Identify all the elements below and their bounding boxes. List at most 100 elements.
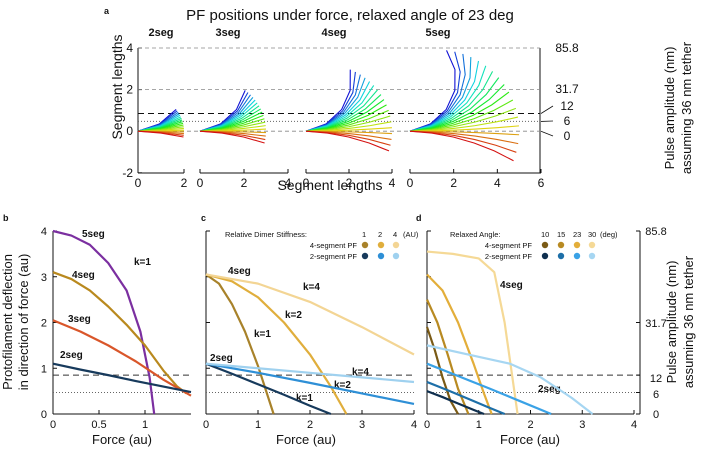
panel-d-right-tick-label: 6 — [653, 389, 659, 401]
c-legend-v1: 1 — [362, 230, 366, 239]
panel-d-right-tick-label: 85.8 — [645, 226, 666, 238]
panel-a-x-tick-label: 2 — [181, 176, 188, 190]
panel-d-x-tick-label: 0 — [424, 419, 430, 431]
d-legend-row-4seg: 4-segment PF — [485, 241, 533, 250]
panel-c-series-line — [205, 362, 415, 384]
panel-a-x-tick-label: 2 — [450, 176, 457, 190]
panel-d-series-line — [426, 273, 493, 415]
panel-b-ylabel-1: Protofilament deflection — [0, 254, 15, 390]
c-legend-unit: (AU) — [403, 230, 419, 239]
b-label-4seg: 4seg — [72, 270, 95, 281]
d-legend-dot-gold10 — [541, 241, 549, 249]
d-legend-dot-gold15 — [557, 241, 565, 249]
panel-d-right-label-1: Pulse amplitude (nm) — [664, 261, 679, 384]
panel-b-ylabel-2: in direction of force (au) — [16, 254, 31, 391]
c-legend-dot-gold1 — [361, 241, 369, 249]
panel-c-series-line — [205, 362, 332, 416]
panel-a-x-tick-label: 2 — [241, 176, 248, 190]
panel-d-series-line — [426, 380, 506, 416]
panel-d-series-line — [426, 250, 519, 415]
panel-a-right-tick-label: 31.7 — [555, 82, 579, 96]
panel-label-c: c — [201, 213, 206, 223]
panel-a-y-tick-label: -2 — [122, 166, 133, 180]
panel-a-x-tick-label: 6 — [538, 176, 545, 190]
panel-a-right-tick-label: 0 — [564, 129, 571, 143]
b-label-2seg: 2seg — [60, 350, 83, 361]
panel-d-x-tick-label: 1 — [476, 419, 482, 431]
b-label-5seg: 5seg — [82, 229, 105, 240]
panel-a-pf-line — [409, 130, 514, 162]
panel-a-pf-line — [409, 50, 456, 132]
panel-a-x-tick-label: 0 — [135, 176, 142, 190]
panel-d-right-label-2: assuming 36 nm tether — [681, 255, 696, 388]
d-legend-v4: 30 — [588, 230, 596, 239]
d-legend-v3: 23 — [573, 230, 581, 239]
panel-a-right-tick-label: 12 — [560, 99, 574, 113]
b-annotation-k1: k=1 — [134, 257, 151, 268]
d-legend-dot-gold23 — [573, 241, 581, 249]
panel-b-y-tick-label: 0 — [41, 409, 47, 421]
panel-a-right-tick-label: 85.8 — [555, 41, 579, 55]
panel-label-a: a — [104, 6, 110, 16]
panel-d-right-tick-label: 31.7 — [645, 318, 666, 330]
c-legend-dot-blue1 — [361, 252, 369, 260]
panel-c-series-line — [205, 362, 415, 406]
panel-d-xlabel: Force (au) — [500, 432, 560, 447]
panel-a-right-tick-leader — [540, 105, 554, 114]
panel-a-x-tick-label: 4 — [285, 176, 292, 190]
c-legend-row-4seg: 4-segment PF — [310, 241, 358, 250]
panel-d-x-tick-label: 2 — [527, 419, 533, 431]
panel-a-subplot-label: 4seg — [321, 27, 346, 39]
panel-a-x-tick-label: 0 — [303, 176, 310, 190]
d-legend-dot-gold30 — [588, 241, 596, 249]
panel-b-series-line — [52, 319, 192, 397]
c-legend-v3: 4 — [393, 230, 397, 239]
panel-d-right-tick-label: 12 — [650, 373, 662, 385]
panel-a-pf-line — [137, 130, 184, 138]
c-label-4seg: 4seg — [228, 266, 251, 277]
panel-a-pf-line — [305, 130, 390, 152]
figure-title: PF positions under force, relaxed angle … — [186, 7, 514, 24]
panel-c-series-line — [205, 273, 275, 415]
panel-b-x-tick-label: 0.5 — [91, 419, 106, 431]
panel-c-xlabel: Force (au) — [276, 432, 336, 447]
c-label-k4-gold: k=4 — [303, 282, 320, 293]
c-legend-v2: 2 — [378, 230, 382, 239]
panel-d-series-line — [426, 390, 485, 416]
panel-a-xlabel: Segment lengths — [277, 177, 382, 193]
c-legend-title: Relative Dimer Stiffness: — [225, 230, 307, 239]
b-label-3seg: 3seg — [68, 314, 91, 325]
c-legend-dot-gold4 — [392, 241, 400, 249]
panel-b-y-tick-label: 4 — [41, 226, 47, 238]
panel-c-x-tick-label: 1 — [255, 419, 261, 431]
d-legend-title: Relaxed Angle: — [450, 230, 500, 239]
c-label-k2-gold: k=2 — [285, 310, 302, 321]
panel-b-y-tick-label: 2 — [41, 318, 47, 330]
panel-a-right-tick-leader — [540, 130, 554, 137]
d-legend-unit: (deg) — [600, 230, 618, 239]
panel-b-xlabel: Force (au) — [92, 432, 152, 447]
d-legend-v1: 10 — [541, 230, 549, 239]
panel-a-y-tick-label: 2 — [126, 83, 133, 97]
panel-a-ylabel: Segment lengths — [109, 34, 125, 139]
panel-d-x-tick-label: 3 — [579, 419, 585, 431]
c-legend-row-2seg: 2-segment PF — [310, 252, 358, 261]
c-label-k2-blue: k=2 — [334, 380, 351, 391]
panel-a-subplot-label: 2seg — [148, 27, 173, 39]
c-legend-dot-blue2 — [377, 252, 385, 260]
d-label-2seg: 2seg — [538, 384, 561, 395]
d-legend-dot-blue23 — [573, 252, 581, 260]
panel-a-x-tick-label: 4 — [494, 176, 501, 190]
c-legend-dot-gold2 — [377, 241, 385, 249]
d-legend-row-2seg: 2-segment PF — [485, 252, 533, 261]
panel-a-right-tick-label: 6 — [564, 114, 571, 128]
panel-a-y-tick-label: 0 — [126, 124, 133, 138]
panel-c-x-tick-label: 0 — [203, 419, 209, 431]
panel-a-right-label-2: assuming 36 nm tether — [679, 41, 694, 174]
panel-c-x-tick-label: 3 — [359, 419, 365, 431]
d-legend-dot-blue10 — [541, 252, 549, 260]
panel-d-series-line — [425, 326, 460, 415]
panel-b-series-line — [52, 362, 192, 394]
d-legend-dot-blue15 — [557, 252, 565, 260]
